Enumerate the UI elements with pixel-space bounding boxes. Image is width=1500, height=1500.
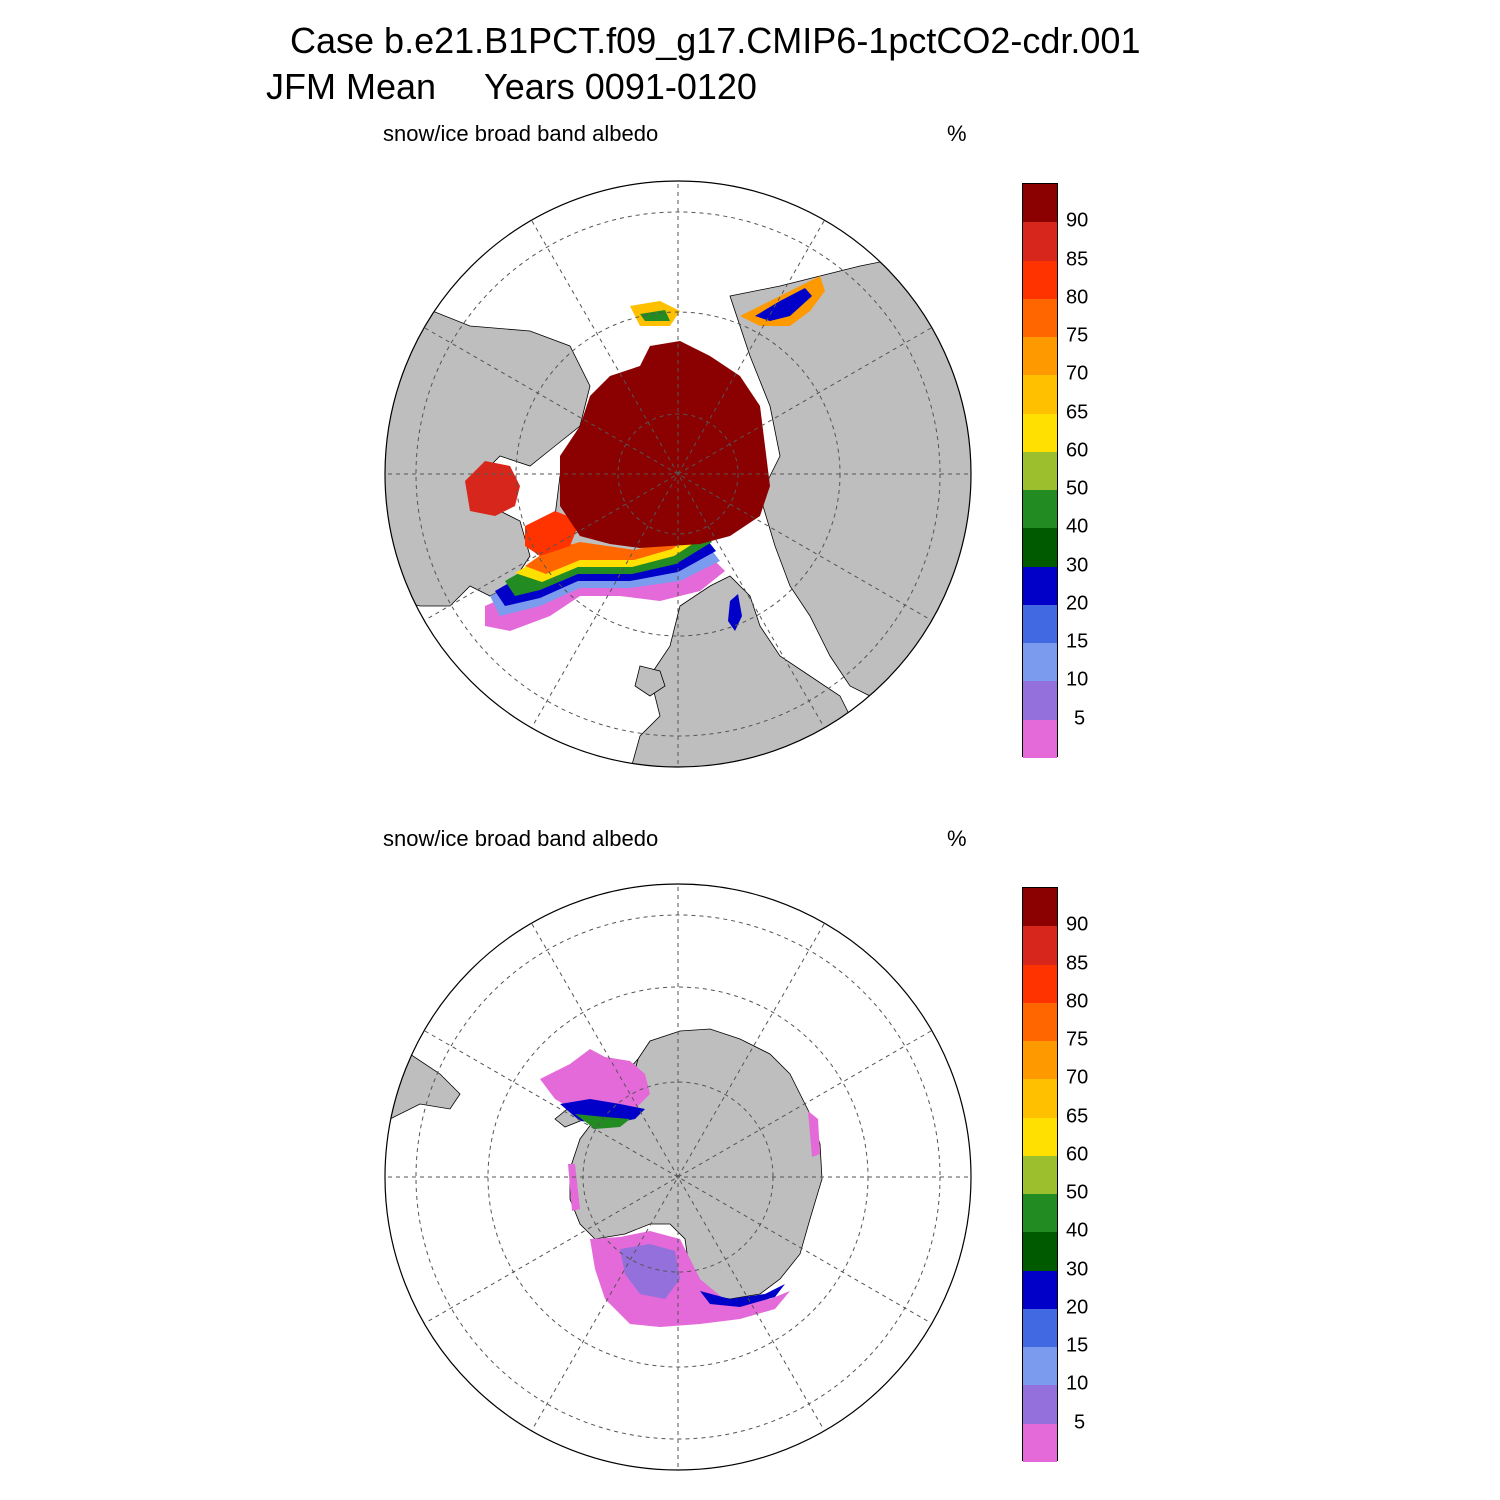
colorbar-tick-label: 85 <box>1066 952 1089 975</box>
north-panel-label: snow/ice broad band albedo <box>383 121 659 146</box>
colorbar-swatch <box>1023 1270 1057 1309</box>
colorbar-swatch <box>1023 643 1057 682</box>
colorbar-tick-label: 15 <box>1066 630 1089 653</box>
colorbar-tick-label: 15 <box>1066 1334 1089 1357</box>
north-colorbar <box>1022 183 1058 758</box>
colorbar-tick-label: 30 <box>1066 554 1089 577</box>
colorbar-tick-label: 20 <box>1066 1296 1089 1319</box>
colorbar-swatch <box>1023 1232 1057 1271</box>
colorbar-swatch <box>1023 337 1057 376</box>
colorbar-tick-label: 90 <box>1066 209 1089 232</box>
colorbar-swatch <box>1023 926 1057 965</box>
colorbar-tick-label: 10 <box>1066 1372 1089 1395</box>
colorbar-tick-label: 40 <box>1066 1219 1089 1242</box>
colorbar-swatch <box>1023 298 1057 338</box>
colorbar-tick-label: 85 <box>1066 248 1089 271</box>
south-graticule <box>385 884 971 1470</box>
colorbar-tick-label: 80 <box>1066 286 1089 309</box>
colorbar-swatch <box>1023 719 1057 758</box>
south-map-border <box>384 883 972 1471</box>
colorbar-tick-label: 65 <box>1066 401 1089 424</box>
north-polar-map <box>384 180 972 768</box>
colorbar-swatch <box>1023 451 1057 491</box>
colorbar-tick-label: 20 <box>1066 592 1089 615</box>
colorbar-swatch <box>1023 1079 1057 1118</box>
south-ice-field <box>540 1049 820 1327</box>
colorbar-tick-label: 5 <box>1074 707 1086 730</box>
colorbar-swatch <box>1023 1308 1057 1348</box>
colorbar-tick-label: 70 <box>1066 1066 1089 1089</box>
colorbar-tick-label: 65 <box>1066 1105 1089 1128</box>
colorbar-swatch <box>1023 566 1057 605</box>
colorbar-swatch <box>1023 184 1057 223</box>
colorbar-swatch <box>1023 1155 1057 1195</box>
colorbar-swatch <box>1023 1423 1057 1462</box>
years-label: Years 0091-0120 <box>484 66 757 107</box>
colorbar-swatch <box>1023 681 1057 720</box>
colorbar-tick-label: 60 <box>1066 1143 1089 1166</box>
colorbar-swatch <box>1023 888 1057 927</box>
colorbar-tick-label: 50 <box>1066 1181 1089 1204</box>
south-polar-map <box>384 883 972 1471</box>
south-panel-label: snow/ice broad band albedo <box>383 826 659 851</box>
colorbar-swatch <box>1023 490 1057 529</box>
colorbar-tick-label: 40 <box>1066 515 1089 538</box>
colorbar-tick-label: 80 <box>1066 990 1089 1013</box>
colorbar-swatch <box>1023 964 1057 1003</box>
colorbar-swatch <box>1023 222 1057 261</box>
colorbar-swatch <box>1023 1002 1057 1042</box>
colorbar-swatch <box>1023 1194 1057 1233</box>
season-label: JFM Mean <box>266 66 437 107</box>
colorbar-tick-label: 30 <box>1066 1258 1089 1281</box>
colorbar-swatch <box>1023 1385 1057 1424</box>
colorbar-tick-label: 70 <box>1066 362 1089 385</box>
colorbar-swatch <box>1023 413 1057 452</box>
colorbar-tick-label: 10 <box>1066 668 1089 691</box>
colorbar-swatch <box>1023 375 1057 414</box>
colorbar-tick-label: 75 <box>1066 1028 1089 1051</box>
colorbar-swatch <box>1023 1041 1057 1080</box>
colorbar-tick-label: 50 <box>1066 477 1089 500</box>
colorbar-tick-label: 5 <box>1074 1411 1086 1434</box>
north-map-border <box>384 180 972 768</box>
colorbar-tick-label: 75 <box>1066 324 1089 347</box>
north-graticule <box>385 181 971 767</box>
colorbar-swatch <box>1023 528 1057 567</box>
colorbar-swatch <box>1023 1117 1057 1156</box>
north-panel-units: % <box>947 121 967 146</box>
period-title: JFM Mean Years 0091-0120 <box>266 66 757 108</box>
south-panel-units: % <box>947 826 967 851</box>
south-colorbar <box>1022 887 1058 1462</box>
colorbar-swatch <box>1023 604 1057 644</box>
colorbar-swatch <box>1023 1347 1057 1386</box>
colorbar-tick-label: 90 <box>1066 913 1089 936</box>
colorbar-swatch <box>1023 260 1057 299</box>
case-title: Case b.e21.B1PCT.f09_g17.CMIP6-1pctCO2-c… <box>290 20 1141 61</box>
colorbar-tick-label: 60 <box>1066 439 1089 462</box>
